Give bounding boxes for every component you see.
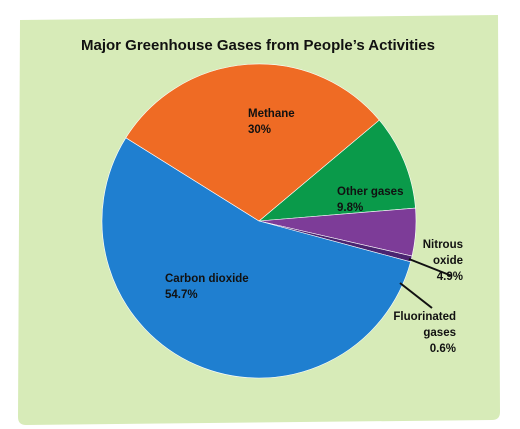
leader-lines: [399, 258, 453, 309]
leader-line-nitrous-oxide: [408, 258, 453, 277]
slice-label-line: gases: [423, 327, 456, 339]
slice-label-nitrous-oxide: Nitrous oxide 4.9%: [423, 239, 463, 283]
pie-slice-methane: [125, 63, 380, 222]
leader-line-fluorinated-gases: [399, 282, 433, 309]
slice-labels: Other gases 9.8% Nitrous oxide 4.9% Fluorinat…: [165, 108, 463, 355]
pie-slice-other-gases: [258, 119, 416, 222]
slice-label-line: Methane: [248, 108, 295, 120]
slice-label-methane: Methane 30%: [248, 108, 295, 136]
slice-label-line: 30%: [248, 124, 271, 136]
slice-label-carbon-dioxide: Carbon dioxide 54.7%: [165, 273, 249, 301]
slice-label-line: 9.8%: [337, 202, 363, 214]
chart-title: Major Greenhouse Gases from People’s Act…: [81, 37, 435, 54]
slice-label-line: 54.7%: [165, 289, 198, 301]
pie-slices: [101, 63, 417, 379]
slice-label-line: 0.6%: [430, 343, 456, 355]
pie-slice-carbon-dioxide: [101, 137, 411, 379]
slice-label-line: Other gases: [337, 186, 403, 198]
slice-label-line: Nitrous: [423, 239, 463, 251]
slice-label-line: oxide: [433, 255, 463, 267]
slice-label-line: 4.9%: [437, 271, 463, 283]
slice-label-line: Carbon dioxide: [165, 273, 249, 285]
slice-label-line: Fluorinated: [393, 311, 456, 323]
slice-label-other-gases: Other gases 9.8%: [337, 186, 403, 214]
slice-label-fluorinated-gases: Fluorinated gases 0.6%: [393, 311, 456, 355]
